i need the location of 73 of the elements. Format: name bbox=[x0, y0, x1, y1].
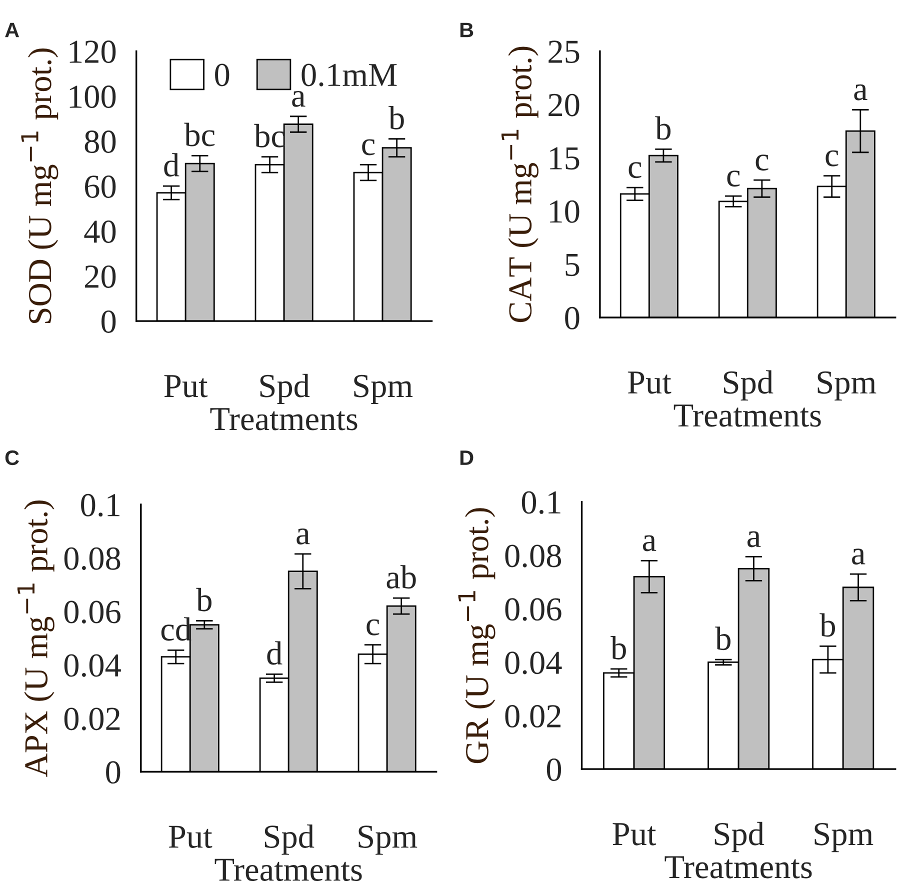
y-tick-label: 100 bbox=[70, 86, 116, 108]
y-tick-label: 0 bbox=[546, 758, 562, 781]
chart-title: D bbox=[460, 450, 474, 465]
data-label: a bbox=[292, 90, 306, 107]
data-label: ab bbox=[386, 565, 416, 589]
x-tick-label: Spd bbox=[260, 374, 310, 404]
x-tick-label: Put bbox=[612, 823, 656, 846]
x-tick-label: Spd bbox=[714, 822, 764, 852]
y-tick-label: 10 bbox=[550, 200, 580, 223]
x-tick-label: Spm bbox=[354, 374, 413, 404]
data-label: a bbox=[854, 84, 868, 100]
y-axis-title: APX (U mg$^{−1}$ prot.) bbox=[17, 500, 54, 777]
legend-label: 0.1mM bbox=[302, 64, 397, 86]
data-label: b bbox=[820, 613, 836, 637]
y-tick-label: 0.02 bbox=[64, 708, 120, 730]
y-tick-label: 15 bbox=[550, 147, 580, 170]
y-tick-label: 0 bbox=[102, 310, 116, 333]
data-label: b bbox=[655, 116, 671, 140]
y-tick-label: 40 bbox=[84, 220, 116, 243]
y-axis-title: SOD (U mg$^{−1}$ prot.) bbox=[21, 48, 58, 324]
data-label: c bbox=[366, 619, 380, 636]
data-label: bc bbox=[184, 122, 215, 146]
y-tick-label: 0.1 bbox=[81, 494, 120, 517]
x-tick-label: Put bbox=[164, 375, 208, 398]
y-tick-label: 0.04 bbox=[505, 652, 562, 674]
y-tick-label: 0.04 bbox=[64, 654, 121, 677]
y-tick-label: 5 bbox=[566, 254, 580, 276]
x-tick-label: Put bbox=[168, 826, 212, 848]
y-tick-label: 0.08 bbox=[64, 547, 120, 570]
data-label: a bbox=[296, 528, 310, 544]
data-label: d bbox=[164, 153, 180, 177]
data-label: a bbox=[852, 548, 866, 565]
data-label: c bbox=[727, 170, 740, 187]
y-tick-label: 0.02 bbox=[505, 705, 560, 728]
x-axis-title: Treatments bbox=[674, 404, 821, 427]
x-tick-label: Spm bbox=[358, 826, 418, 855]
x-axis-title: Treatments bbox=[664, 856, 812, 878]
y-tick-label: 0.08 bbox=[505, 544, 562, 568]
x-tick-label: Put bbox=[628, 372, 672, 394]
data-label: b bbox=[715, 626, 730, 650]
x-tick-label: Spd bbox=[724, 370, 774, 401]
y-tick-label: 0 bbox=[565, 306, 580, 330]
legend-label: 0 bbox=[215, 64, 230, 86]
x-axis-title: Treatments bbox=[210, 408, 358, 430]
y-axis-title: GR (U mg$^{−1}$ prot.) bbox=[458, 508, 496, 764]
y-tick-label: 0.06 bbox=[505, 598, 562, 621]
data-label: a bbox=[642, 535, 656, 552]
y-tick-label: 60 bbox=[85, 176, 116, 198]
x-tick-label: Spd bbox=[264, 824, 314, 855]
y-tick-label: 0.06 bbox=[64, 600, 120, 624]
y-tick-label: 25 bbox=[548, 40, 580, 64]
x-tick-label: Spm bbox=[818, 371, 876, 401]
data-label: c bbox=[362, 139, 375, 156]
data-label: b bbox=[610, 636, 626, 660]
y-tick-label: 120 bbox=[70, 40, 116, 64]
x-axis-title: Treatments bbox=[214, 858, 362, 881]
y-tick-label: 80 bbox=[84, 130, 116, 154]
y-tick-label: 20 bbox=[548, 94, 580, 116]
y-tick-label: 20 bbox=[85, 265, 116, 288]
chart-title: C bbox=[5, 450, 20, 466]
data-label: a bbox=[747, 531, 761, 548]
data-label: c bbox=[756, 154, 768, 171]
chart-title: B bbox=[460, 22, 474, 38]
data-label: d bbox=[267, 641, 282, 665]
y-tick-label: 0 bbox=[106, 761, 120, 784]
data-label: c bbox=[826, 150, 838, 166]
y-tick-label: 0.1 bbox=[522, 491, 560, 514]
y-axis-title: CAT (U mg$^{−1}$ prot.) bbox=[501, 46, 538, 322]
chart-title: A bbox=[5, 22, 20, 38]
data-label: b bbox=[196, 588, 212, 612]
data-label: b bbox=[388, 106, 404, 130]
data-label: c bbox=[628, 162, 642, 178]
x-tick-label: Spm bbox=[814, 822, 874, 852]
